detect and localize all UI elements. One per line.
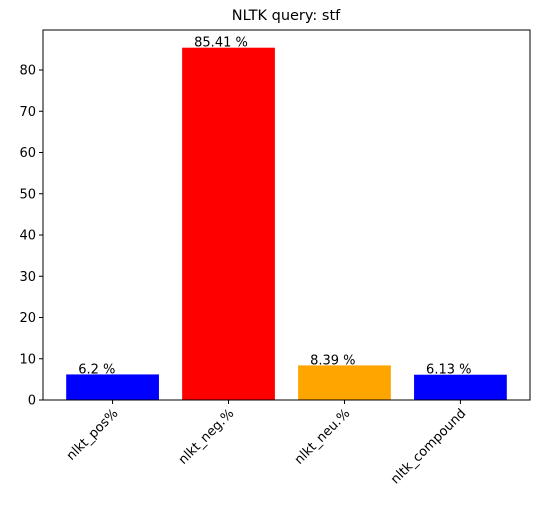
- x-tick-label-1: nlkt_neg.%: [176, 406, 237, 467]
- y-tick-label-50: 50: [19, 187, 36, 202]
- bar-1: [182, 47, 275, 401]
- y-tick-label-20: 20: [19, 311, 36, 326]
- bar-2: [298, 365, 391, 400]
- data-label-2: 8.39 %: [310, 353, 355, 368]
- y-tick-label-70: 70: [19, 105, 36, 120]
- y-axis: 0 10 20 30 40 50 60 70 80: [19, 64, 43, 409]
- plot-frame: [42, 29, 531, 401]
- y-tick-label-30: 30: [19, 270, 36, 285]
- x-axis: nlkt_pos% nlkt_neg.% nlkt_neu.% nltk_compou…: [64, 400, 469, 487]
- y-tick-label-40: 40: [19, 229, 36, 244]
- bar-3: [414, 374, 507, 400]
- y-tick-label-10: 10: [19, 352, 36, 367]
- chart-title: NLTK query: stf: [232, 8, 341, 24]
- y-tick-label-60: 60: [19, 146, 36, 161]
- x-tick-label-2: nlkt_neu.%: [292, 406, 353, 467]
- y-tick-label-80: 80: [19, 64, 36, 79]
- data-label-0: 6.2 %: [78, 362, 115, 377]
- bars-group: [66, 47, 507, 401]
- y-tick-label-0: 0: [28, 394, 36, 409]
- data-label-3: 6.13 %: [426, 363, 471, 378]
- x-tick-label-0: nlkt_pos%: [64, 406, 121, 463]
- x-tick-label-3: nltk_compound: [388, 406, 469, 487]
- bar-0: [66, 374, 159, 400]
- data-labels-group: 6.2 % 85.41 % 8.39 % 6.13 %: [78, 36, 471, 378]
- data-label-1: 85.41 %: [194, 36, 248, 51]
